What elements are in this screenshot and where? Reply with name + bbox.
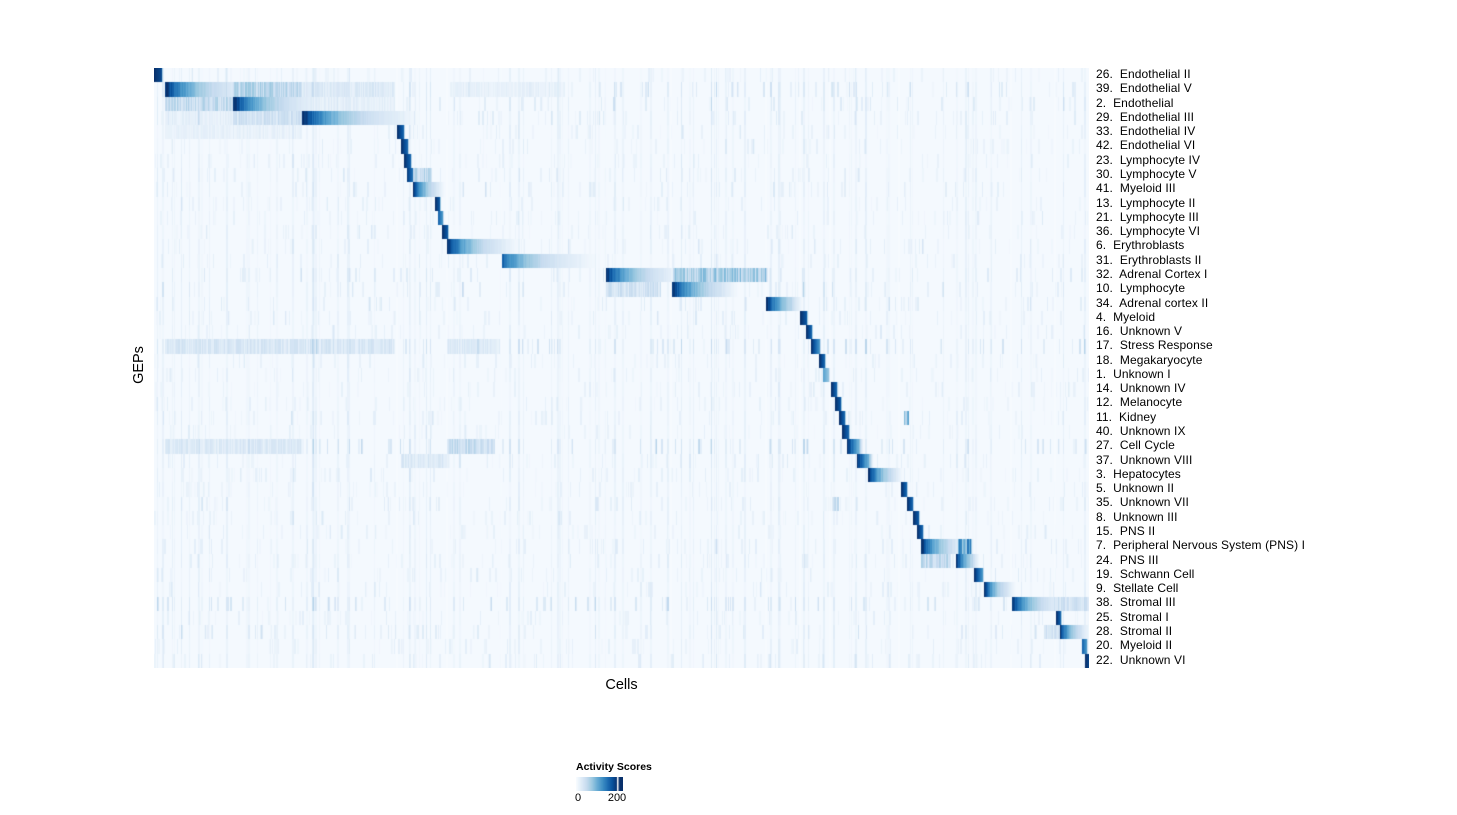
- gep-row-label: 27. Cell Cycle: [1096, 438, 1175, 453]
- gep-row-label: 38. Stromal III: [1096, 595, 1176, 610]
- gep-row-label: 32. Adrenal Cortex I: [1096, 266, 1208, 281]
- gep-row-label: 6. Erythroblasts: [1096, 238, 1185, 253]
- gep-row-labels: 26. Endothelial II 39. Endothelial V 2. En…: [1096, 67, 1456, 667]
- gep-row-label: 10. Lymphocyte: [1096, 281, 1186, 296]
- gep-row-label: 36. Lymphocyte VI: [1096, 224, 1201, 239]
- gep-row-label: 30. Lymphocyte V: [1096, 166, 1197, 181]
- gep-row-label: 18. Megakaryocyte: [1096, 352, 1203, 367]
- gep-row-label: 13. Lymphocyte II: [1096, 195, 1196, 210]
- colorbar-tick-min: 0: [574, 792, 582, 804]
- x-axis-label-text: Cells: [605, 677, 638, 693]
- gep-row-label: 39. Endothelial V: [1096, 81, 1192, 96]
- gep-row-label: 15. PNS II: [1096, 524, 1156, 538]
- colorbar-legend: Activity Scores 0 200: [574, 761, 736, 805]
- heatmap-canvas: [154, 68, 1089, 668]
- gep-row-label: 16. Unknown V: [1096, 324, 1183, 339]
- gep-row-label: 20. Myeloid II: [1096, 638, 1173, 653]
- gep-row-label: 22. Unknown VI: [1096, 652, 1186, 667]
- colorbar-ticks: 0 200: [574, 791, 627, 805]
- gep-row-label: 26. Endothelial II: [1096, 67, 1191, 81]
- gep-row-label: 41. Myeloid III: [1096, 181, 1176, 196]
- gep-row-label: 33. Endothelial IV: [1096, 124, 1196, 139]
- colorbar-title: Activity Scores: [576, 761, 652, 773]
- gep-row-label: 35. Unknown VII: [1096, 495, 1189, 510]
- gep-row-label: 31. Erythroblasts II: [1096, 252, 1202, 267]
- gep-row-label: 23. Lymphocyte IV: [1096, 152, 1201, 167]
- gep-row-label: 2. Endothelial: [1096, 95, 1174, 110]
- gep-row-label: 1. Unknown I: [1096, 366, 1171, 381]
- gep-row-label: 21. Lymphocyte III: [1096, 209, 1199, 224]
- gep-row-label: 14. Unknown IV: [1096, 381, 1186, 396]
- gep-row-label: 19. Schwann Cell: [1096, 566, 1195, 581]
- gep-row-label: 40. Unknown IX: [1096, 424, 1186, 439]
- gep-row-label: 37. Unknown VIII: [1096, 452, 1193, 467]
- gep-row-label: 42. Endothelial VI: [1096, 138, 1196, 153]
- gep-row-label: 4. Myeloid: [1096, 309, 1156, 324]
- gep-row-label: 28. Stromal II: [1096, 623, 1173, 638]
- gep-row-label: 25. Stromal I: [1096, 609, 1169, 624]
- gep-row-label: 12. Melanocyte: [1096, 395, 1183, 410]
- gep-row-label: 24. PNS III: [1096, 552, 1159, 567]
- gep-row-label: 34. Adrenal cortex II: [1096, 295, 1209, 310]
- gep-row-label: 29. Endothelial III: [1096, 109, 1195, 124]
- gep-row-label: 7. Peripheral Nervous System (PNS) I: [1096, 538, 1306, 553]
- colorbar-gradient-bar: [576, 777, 623, 791]
- y-axis-label-text: GEPs: [131, 346, 147, 384]
- x-axis-label: Cells: [154, 677, 1089, 693]
- gep-row-label: 11. Kidney: [1096, 409, 1157, 424]
- gep-row-label: 17. Stress Response: [1096, 338, 1213, 353]
- gep-row-label: 3. Hepatocytes: [1096, 466, 1181, 481]
- gep-row-label: 5. Unknown II: [1096, 481, 1175, 496]
- gep-row-label: 9. Stellate Cell: [1096, 581, 1179, 596]
- colorbar-tick-max: 200: [607, 792, 627, 804]
- y-axis-label: GEPs: [114, 335, 164, 395]
- gep-row-label: 8. Unknown III: [1096, 509, 1178, 524]
